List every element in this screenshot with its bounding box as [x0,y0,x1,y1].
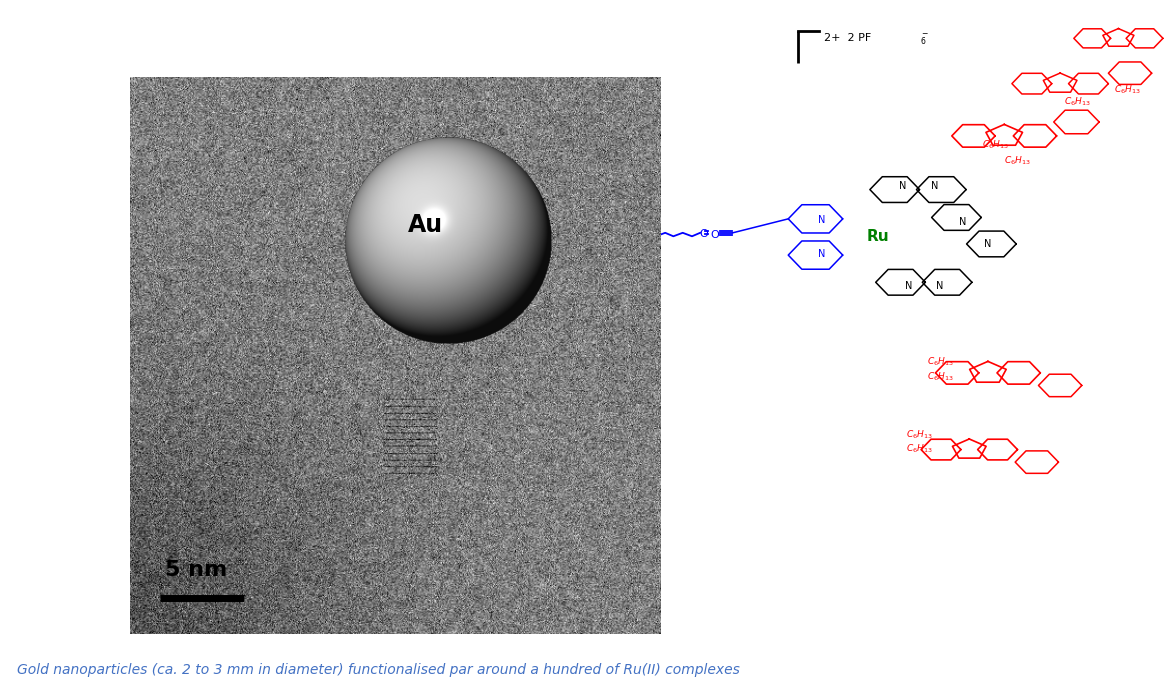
Text: N: N [818,215,825,225]
Text: O: O [711,230,720,240]
Text: N: N [818,249,825,259]
Text: N: N [931,181,938,191]
Text: N: N [959,217,966,227]
Text: $C_6H_{13}$: $C_6H_{13}$ [906,429,933,441]
Text: $C_6H_{13}$: $C_6H_{13}$ [1064,95,1090,108]
Text: N: N [984,239,991,249]
Text: Gold nanoparticles (ca. 2 to 3 mm in diameter) functionalised par around a hundr: Gold nanoparticles (ca. 2 to 3 mm in dia… [17,664,740,677]
Text: 2+  2 PF: 2+ 2 PF [824,33,871,43]
Text: $C_6H_{13}$: $C_6H_{13}$ [1114,83,1141,95]
Text: $C_6H_{13}$: $C_6H_{13}$ [906,443,933,455]
Text: N: N [905,281,912,291]
Text: Ru: Ru [867,229,890,245]
Text: N: N [899,181,906,191]
Text: 5 nm: 5 nm [165,560,227,580]
Text: $C_6H_{13}$: $C_6H_{13}$ [982,139,1009,151]
Text: Au: Au [408,213,444,237]
Text: $_6^-$: $_6^-$ [920,33,930,47]
Text: O: O [699,229,708,239]
Text: S: S [638,229,645,239]
Text: $C_6H_{13}$: $C_6H_{13}$ [1004,155,1031,167]
Text: $C_6H_{13}$: $C_6H_{13}$ [927,355,954,368]
Text: N: N [937,281,944,291]
Text: $C_6H_{13}$: $C_6H_{13}$ [927,371,954,383]
Text: S: S [629,220,636,229]
